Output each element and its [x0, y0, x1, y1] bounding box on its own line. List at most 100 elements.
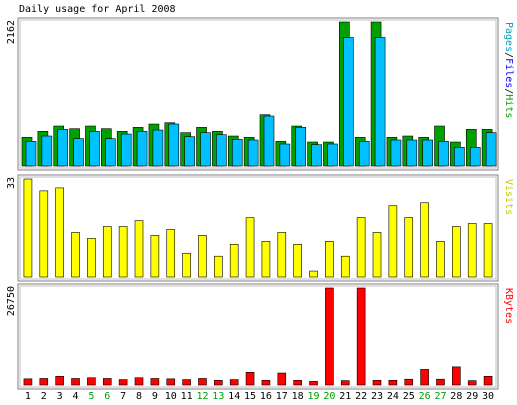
- x-tick-label-15: 15: [244, 391, 256, 402]
- x-tick-label-8: 8: [136, 391, 142, 402]
- bar-visits-21: [340, 255, 350, 278]
- bar-files-16: [263, 115, 275, 167]
- bar-kbytes-8: [134, 377, 144, 386]
- panel-max-label-middle: 33: [6, 177, 17, 189]
- bar-files-2: [41, 135, 53, 167]
- x-tick-label-4: 4: [73, 391, 79, 402]
- x-tick-label-13: 13: [212, 391, 224, 402]
- x-tick-label-16: 16: [260, 391, 272, 402]
- bar-files-11: [184, 136, 195, 167]
- bar-files-6: [105, 138, 116, 167]
- panel-max-label-top: 2162: [6, 20, 17, 44]
- bar-visits-8: [134, 220, 144, 278]
- bar-visits-4: [71, 232, 80, 278]
- bar-kbytes-7: [118, 379, 128, 386]
- panel-inner-frame-bottom: [19, 285, 497, 388]
- bar-files-9: [152, 129, 164, 167]
- bar-kbytes-23: [372, 379, 382, 386]
- chart-title: Daily usage for April 2008: [19, 4, 176, 15]
- x-tick-label-21: 21: [339, 391, 351, 402]
- panel-frame-bottom: [17, 283, 499, 390]
- x-tick-label-9: 9: [152, 391, 158, 402]
- bar-visits-27: [436, 241, 445, 278]
- bar-files-22: [358, 141, 370, 167]
- bar-visits-7: [118, 226, 128, 278]
- x-tick-label-14: 14: [228, 391, 240, 402]
- side-label-part: Visits: [503, 179, 514, 215]
- bar-files-5: [89, 131, 100, 167]
- bar-files-18: [295, 127, 307, 167]
- bar-visits-23: [372, 232, 382, 278]
- bar-files-14: [231, 139, 243, 167]
- bar-visits-6: [102, 226, 112, 278]
- bar-visits-10: [166, 229, 176, 278]
- x-tick-label-2: 2: [41, 391, 47, 402]
- bar-files-28: [454, 147, 465, 167]
- bar-kbytes-18: [293, 379, 302, 386]
- bar-kbytes-16: [261, 379, 271, 386]
- bar-files-1: [25, 141, 37, 167]
- bar-files-4: [73, 138, 84, 167]
- bar-files-25: [406, 139, 418, 167]
- bar-visits-18: [293, 244, 302, 278]
- bar-kbytes-30: [483, 375, 493, 386]
- bar-visits-24: [388, 205, 398, 278]
- bar-visits-22: [356, 217, 366, 278]
- bar-visits-9: [150, 235, 160, 278]
- panel-max-label-bottom: 26750: [6, 286, 17, 316]
- bar-kbytes-17: [277, 372, 287, 386]
- bar-kbytes-29: [467, 380, 477, 386]
- x-tick-label-28: 28: [450, 391, 462, 402]
- bar-visits-17: [277, 232, 287, 278]
- x-tick-label-17: 17: [276, 391, 288, 402]
- side-label-part: Hits: [503, 94, 514, 118]
- bar-visits-28: [452, 226, 461, 278]
- bar-files-10: [168, 123, 180, 167]
- x-tick-label-12: 12: [196, 391, 208, 402]
- bar-files-29: [469, 147, 481, 167]
- x-tick-label-6: 6: [104, 391, 110, 402]
- bar-files-19: [311, 144, 322, 167]
- bar-kbytes-20: [325, 287, 334, 386]
- bar-kbytes-6: [102, 378, 112, 386]
- x-tick-label-30: 30: [482, 391, 494, 402]
- panel-frame-middle: [17, 174, 499, 282]
- bar-kbytes-4: [71, 378, 80, 386]
- bar-visits-5: [87, 238, 96, 278]
- panel-side-label-middle: Visits: [503, 179, 514, 215]
- bar-kbytes-11: [182, 379, 191, 386]
- x-tick-label-1: 1: [25, 391, 31, 402]
- x-tick-label-23: 23: [371, 391, 383, 402]
- x-tick-label-29: 29: [466, 391, 478, 402]
- bar-kbytes-9: [150, 378, 160, 386]
- bar-files-17: [279, 143, 291, 167]
- x-tick-label-19: 19: [308, 391, 320, 402]
- side-label-part: /: [503, 88, 514, 94]
- bar-visits-15: [245, 217, 255, 278]
- x-tick-label-3: 3: [57, 391, 63, 402]
- bar-files-24: [390, 139, 402, 167]
- x-tick-label-25: 25: [403, 391, 415, 402]
- bar-kbytes-1: [23, 378, 33, 386]
- bar-kbytes-14: [229, 379, 239, 386]
- bar-kbytes-27: [436, 378, 445, 386]
- side-label-part: /: [503, 52, 514, 58]
- x-tick-label-27: 27: [434, 391, 446, 402]
- bar-visits-29: [467, 223, 477, 278]
- x-tick-label-22: 22: [355, 391, 367, 402]
- panel-side-label-bottom: KBytes: [503, 288, 514, 324]
- panel-inner-frame-top: [19, 19, 497, 169]
- bar-visits-19: [309, 270, 318, 278]
- bar-kbytes-25: [404, 378, 414, 386]
- side-label-part: Files: [503, 58, 514, 88]
- bar-kbytes-2: [39, 378, 49, 386]
- bar-kbytes-28: [452, 366, 461, 386]
- bar-visits-11: [182, 252, 191, 278]
- bar-visits-20: [325, 241, 334, 278]
- x-tick-label-11: 11: [181, 391, 193, 402]
- bar-visits-13: [214, 255, 223, 278]
- bar-files-3: [57, 129, 69, 167]
- panel-inner-frame-middle: [19, 176, 497, 280]
